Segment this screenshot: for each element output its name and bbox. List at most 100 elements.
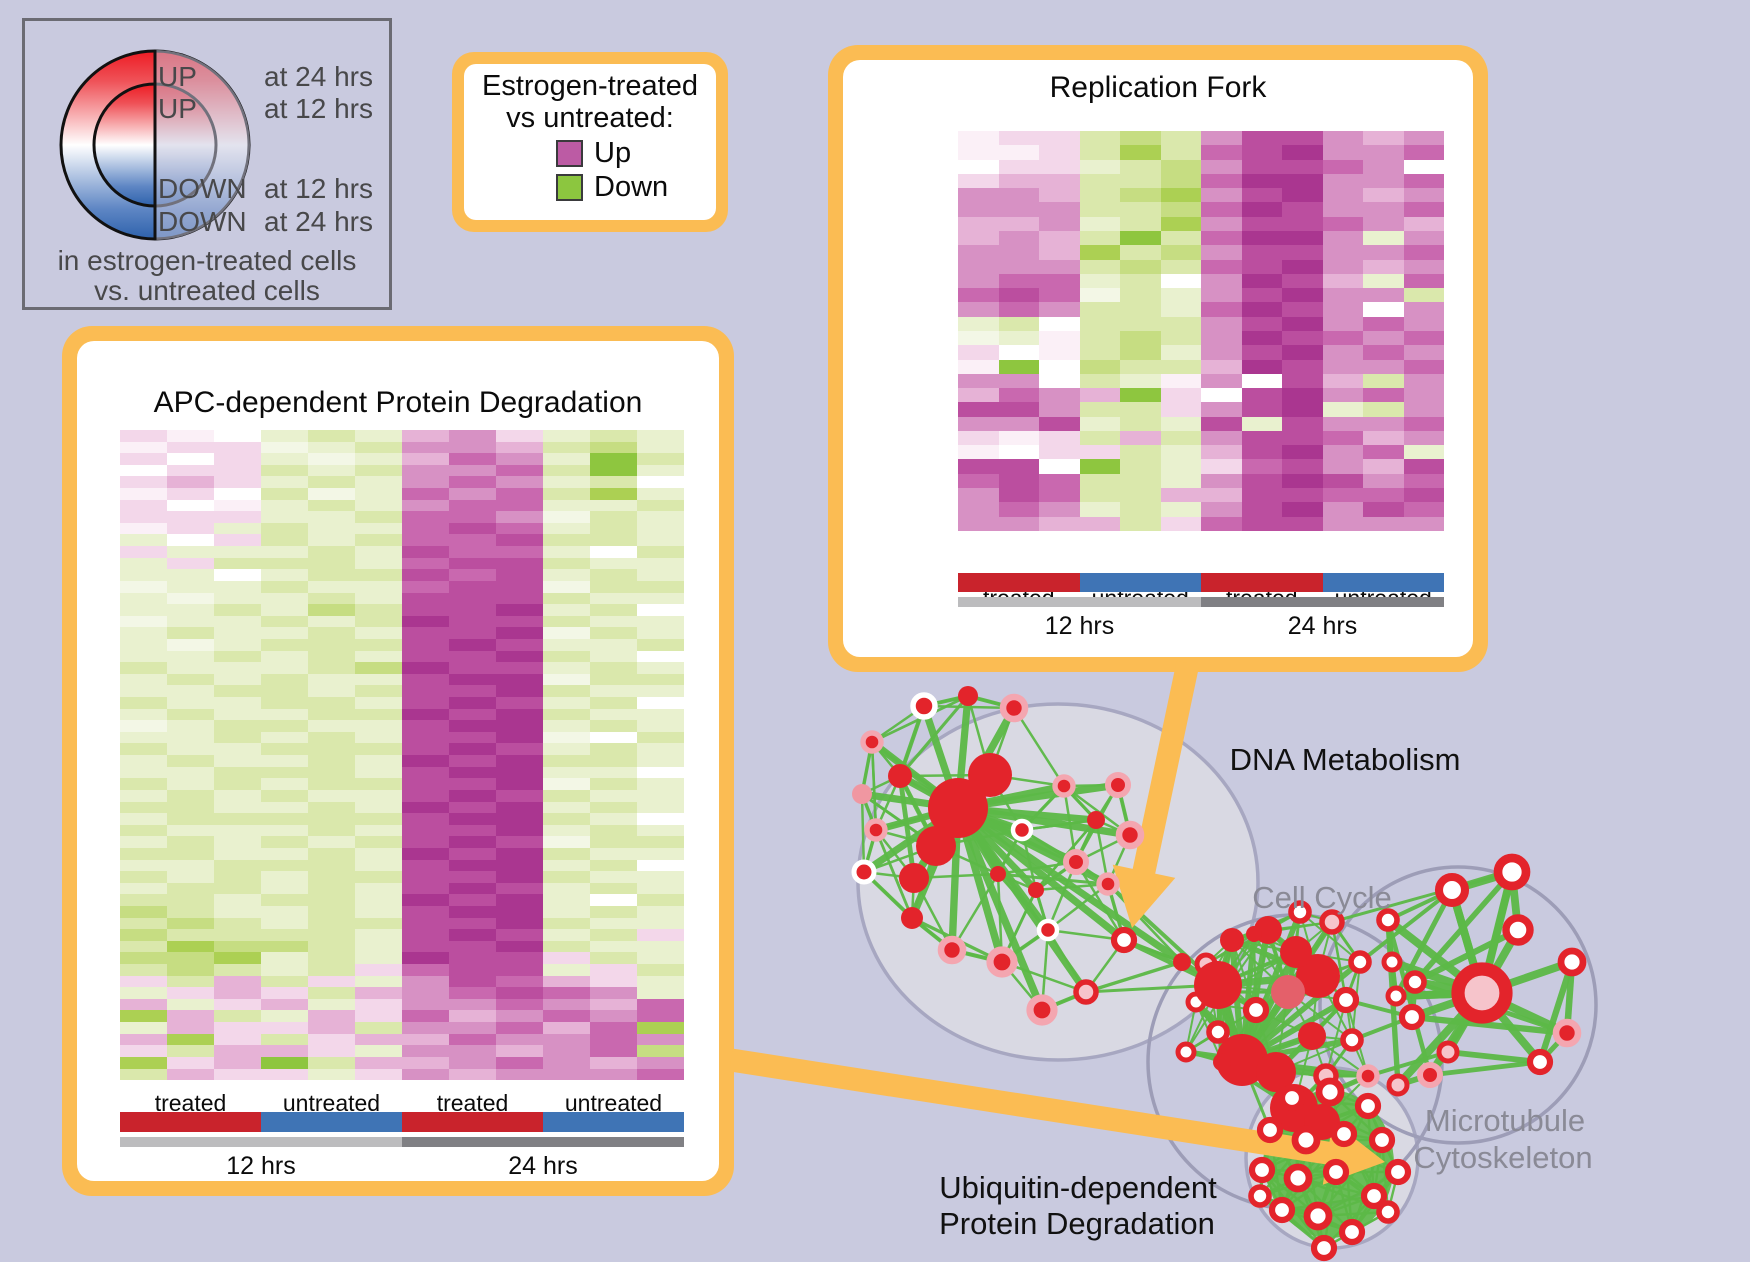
heatmap-cell	[214, 987, 261, 999]
heatmap-cell	[214, 859, 261, 872]
network-node	[851, 859, 877, 885]
heatmap-cell	[355, 882, 402, 895]
network-edge	[1021, 828, 1109, 886]
heatmap-cell	[355, 1022, 402, 1034]
network-edge	[1074, 819, 1098, 863]
heatmap-cell	[496, 1022, 543, 1034]
heatmap-cell	[1241, 188, 1282, 203]
heatmap-cell	[261, 627, 308, 639]
callout-arrow	[729, 1048, 1385, 1185]
network-edge	[1536, 961, 1576, 1063]
heatmap-cell	[1039, 131, 1080, 146]
network-edge	[1085, 960, 1183, 994]
heatmap-cell	[998, 159, 1039, 174]
heatmap-cell	[998, 202, 1039, 217]
network-edge	[1241, 1057, 1327, 1079]
heatmap-cell	[355, 1068, 402, 1081]
heatmap-cell	[402, 569, 449, 581]
network-edge	[1223, 990, 1257, 1012]
heatmap-cell	[1120, 488, 1161, 503]
heatmap-cell	[590, 708, 637, 721]
heatmap-cell	[449, 534, 496, 547]
network-edge	[1185, 1001, 1197, 1053]
heatmap-cell	[120, 673, 167, 686]
heatmap-cell	[1120, 430, 1161, 446]
network-edge	[932, 805, 962, 849]
network-edge	[1342, 1133, 1354, 1233]
ring-legend-caption-2: vs. untreated cells	[94, 275, 320, 306]
cluster-label-ubi1: Ubiquitin-dependent	[939, 1170, 1217, 1205]
heatmap-cell	[355, 964, 402, 976]
network-node	[1010, 818, 1034, 842]
heatmap-cell	[1201, 259, 1242, 274]
network-node	[1417, 1062, 1443, 1088]
heatmap-cell	[590, 511, 637, 523]
heatmap-cell	[1120, 259, 1161, 274]
heatmap-row	[120, 731, 684, 744]
heatmap-cell	[496, 453, 543, 465]
heatmap-cell	[167, 847, 214, 860]
heatmap-cell	[1160, 502, 1201, 517]
heatmap-cell	[998, 402, 1039, 417]
network-edge	[955, 806, 1001, 876]
heatmap-cell	[261, 952, 308, 965]
heatmap-cell	[449, 940, 496, 953]
heatmap-cell	[958, 402, 999, 417]
network-edge	[1205, 963, 1225, 993]
heatmap-cell	[355, 1045, 402, 1057]
network-edge	[935, 828, 1023, 848]
sample-group-label: treated	[436, 1090, 509, 1116]
network-edge	[1217, 1031, 1243, 1061]
network-edge	[1268, 1129, 1320, 1217]
heatmap-cell	[496, 708, 543, 721]
heatmap-cell	[1079, 445, 1120, 460]
heatmap-cell	[496, 975, 543, 988]
network-edge	[861, 805, 961, 875]
heatmap-cell	[449, 708, 496, 721]
network-edge	[950, 873, 1000, 951]
heatmap-cell	[167, 720, 214, 732]
heatmap-cell	[214, 673, 261, 686]
network-edge	[1193, 1000, 1245, 1062]
heatmap-cell	[402, 871, 449, 883]
heatmap-cell	[355, 1033, 402, 1046]
heatmap-cell	[637, 975, 684, 988]
heatmap-cell	[402, 708, 449, 721]
network-edge	[1344, 961, 1362, 1001]
heatmap-cell	[214, 755, 261, 767]
network-edge	[1266, 929, 1290, 993]
heatmap-cell	[1403, 502, 1444, 517]
heatmap-cell	[637, 650, 684, 663]
network-edge	[1305, 1138, 1399, 1174]
heatmap-cell	[543, 836, 590, 848]
network-node	[1213, 1053, 1231, 1071]
heatmap-cell	[590, 766, 637, 779]
network-edge	[1299, 911, 1361, 963]
heatmap-cell	[120, 488, 167, 500]
heatmap-cell	[590, 824, 637, 837]
network-edge	[1253, 933, 1297, 953]
heatmap-row	[120, 453, 684, 465]
heatmap-cell	[261, 964, 308, 976]
heatmap-cell	[1322, 245, 1363, 260]
network-edge	[1296, 1177, 1320, 1217]
heatmap-cell	[998, 459, 1039, 474]
heatmap-cell	[449, 998, 496, 1011]
network-edge	[1448, 888, 1486, 995]
heatmap-cell	[402, 464, 449, 477]
network-edge	[1323, 1210, 1389, 1250]
heatmap-cell	[1120, 445, 1161, 460]
network-node	[1105, 772, 1131, 798]
heatmap-cell	[496, 813, 543, 825]
heatmap-cell	[1403, 173, 1444, 189]
heatmap-cell	[590, 778, 637, 790]
network-edge	[1280, 1177, 1300, 1211]
network-edge	[1217, 984, 1243, 1061]
network-edge	[1106, 834, 1132, 885]
heatmap-cell	[449, 952, 496, 965]
heatmap-row	[958, 131, 1444, 146]
network-edge	[912, 807, 960, 879]
heatmap-cell	[120, 1056, 167, 1069]
heatmap-cell	[1120, 402, 1161, 417]
heatmap-cell	[958, 488, 999, 503]
